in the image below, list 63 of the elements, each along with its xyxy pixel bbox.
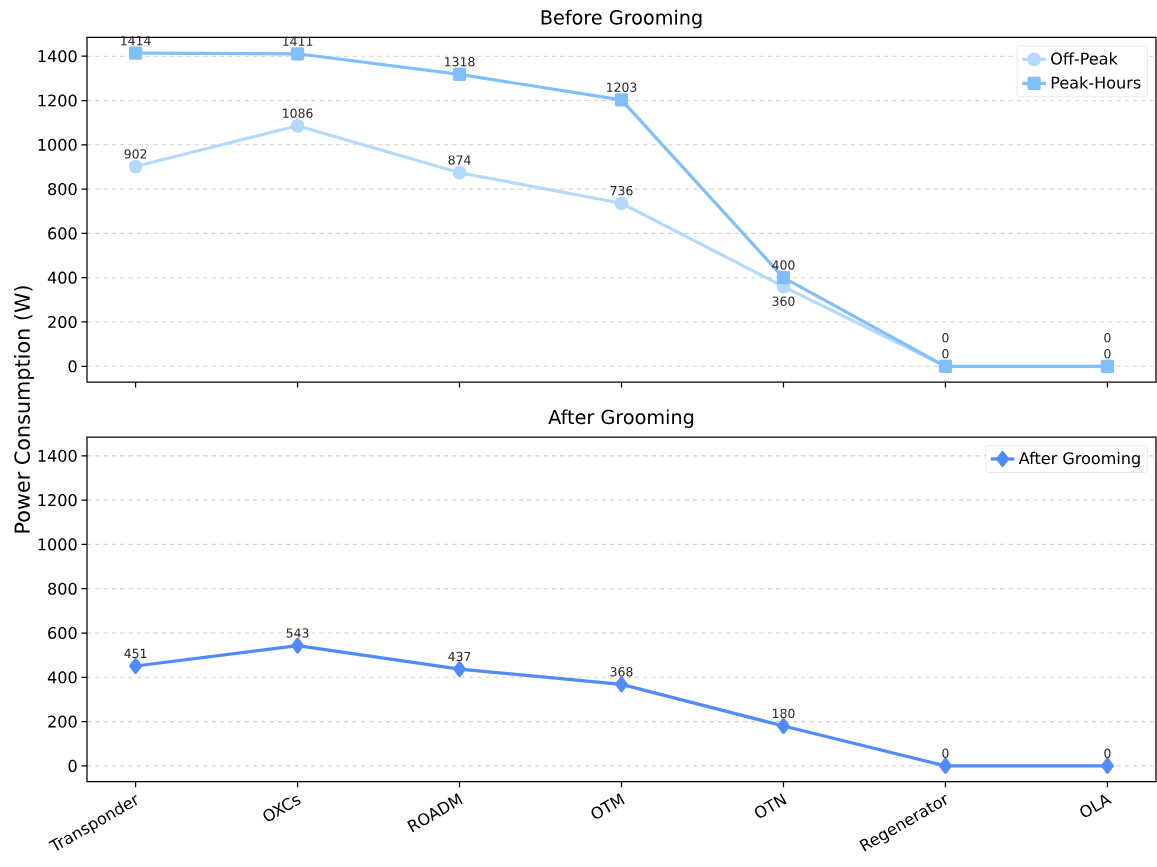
y-tick-label: 0 [68, 759, 77, 772]
data-label: 0 [942, 348, 949, 359]
data-label: 451 [124, 648, 147, 659]
data-label: 0 [1104, 748, 1111, 758]
point [614, 93, 629, 107]
data-label: 1411 [283, 36, 313, 46]
data-label: 1203 [607, 82, 637, 92]
y-tick-label: 1000 [38, 138, 77, 151]
point [128, 159, 143, 174]
y-tick-label: 200 [48, 715, 77, 728]
data-label: 360 [772, 296, 795, 306]
data-label: 874 [448, 155, 471, 165]
point [776, 271, 791, 285]
chart-title: Before Grooming [541, 9, 702, 29]
x-tick-label: OTN [755, 793, 787, 818]
data-label: 437 [448, 651, 471, 662]
point [614, 196, 629, 211]
data-label: 902 [124, 149, 147, 159]
x-tick-label: OXCs [263, 795, 301, 821]
point [290, 118, 305, 133]
y-tick-label: 600 [48, 227, 77, 240]
point [1101, 757, 1114, 774]
y-tick-label: 1400 [38, 50, 77, 63]
data-label: 543 [286, 628, 309, 638]
y-tick-label: 600 [48, 626, 77, 640]
data-label: 180 [772, 708, 795, 719]
point [615, 676, 628, 693]
data-label: 368 [610, 667, 633, 677]
x-tick-label: OTM [591, 793, 625, 819]
y-tick-label: 1000 [38, 538, 77, 551]
y-tick-label: 200 [48, 315, 77, 329]
data-label: 0 [1104, 348, 1111, 359]
data-label: 736 [610, 185, 633, 196]
legend-label: Off-Peak [1051, 52, 1118, 65]
point [453, 661, 466, 678]
y-axis-title: Power Consumption (W) [13, 286, 35, 533]
data-label: 1318 [445, 57, 475, 67]
y-tick-label: 400 [47, 671, 77, 684]
y-tick-label: 1400 [38, 449, 77, 462]
data-label: 0 [942, 332, 949, 343]
point [452, 67, 467, 81]
x-tick-label: OLA [1080, 794, 1112, 817]
point [128, 46, 143, 60]
point [291, 637, 304, 654]
point [939, 757, 952, 774]
legend-label: Peak-Hours [1051, 76, 1141, 89]
data-label: 1086 [283, 108, 313, 118]
point [290, 47, 305, 61]
y-tick-label: 1200 [38, 94, 77, 107]
y-tick-label: 1200 [38, 494, 77, 507]
y-tick-label: 0 [68, 360, 77, 373]
y-tick-label: 400 [47, 271, 77, 284]
legend-label: After Grooming [1018, 451, 1140, 468]
point [777, 718, 790, 735]
data-label: 0 [942, 748, 949, 758]
point [452, 165, 467, 180]
point [129, 658, 142, 674]
y-tick-label: 800 [48, 582, 77, 595]
chart-title: After Grooming [548, 409, 694, 428]
data-label: 400 [772, 260, 795, 270]
data-label: 1414 [121, 36, 151, 46]
data-label: 0 [1104, 332, 1111, 343]
y-tick-label: 800 [48, 183, 77, 196]
